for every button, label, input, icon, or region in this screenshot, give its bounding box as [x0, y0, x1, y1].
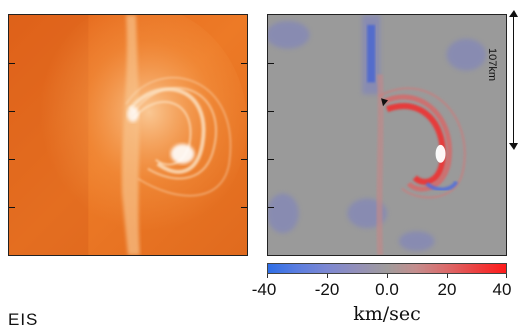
arrow-down-icon [509, 143, 518, 150]
colorbar-tick-label: 0.0 [375, 280, 399, 299]
panel-tick [268, 159, 274, 160]
panel-tick [268, 63, 274, 64]
velocity-colorbar [267, 263, 507, 274]
panel-tick [268, 207, 274, 208]
colorbar-tick-label: 20 [437, 280, 457, 299]
colorbar-unit-label: km/sec [353, 303, 421, 325]
panel-tick [9, 207, 15, 208]
arrow-up-icon [509, 10, 518, 17]
intensity-image [9, 15, 247, 255]
panel-tick [241, 159, 247, 160]
panel-tick [9, 111, 15, 112]
panel-tick [9, 159, 15, 160]
colorbar-tick [387, 274, 388, 278]
instrument-label: EIS [8, 310, 39, 329]
doppler-velocity-image [268, 15, 506, 255]
panel-tick [241, 207, 247, 208]
colorbar-tick-label: -40 [251, 280, 277, 299]
panel-tick [9, 63, 15, 64]
scale-bar [507, 10, 520, 150]
colorbar-tick-label: -20 [314, 280, 340, 299]
panel-tick [268, 111, 274, 112]
colorbar-tick [267, 274, 268, 278]
doppler-velocity-panel [267, 14, 507, 256]
colorbar-tick-label: 40 [492, 280, 512, 299]
panel-tick [241, 63, 247, 64]
panel-tick [241, 111, 247, 112]
colorbar-tick [506, 274, 507, 278]
intensity-image-panel [8, 14, 248, 256]
scale-bar-label: 107km [486, 48, 498, 82]
colorbar-tick [447, 274, 448, 278]
colorbar-tick [327, 274, 328, 278]
